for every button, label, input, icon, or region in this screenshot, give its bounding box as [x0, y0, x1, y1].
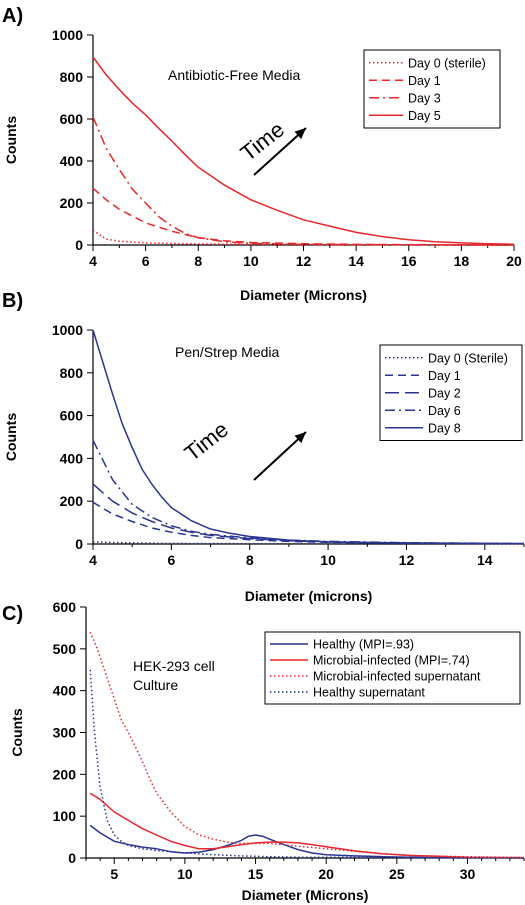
x-tick-label: 14: [477, 552, 493, 568]
x-tick-label: 18: [454, 253, 470, 269]
x-tick-label: 6: [167, 552, 175, 568]
legend-label: Day 5: [408, 109, 441, 123]
y-tick-label: 0: [75, 237, 83, 253]
x-tick-label: 10: [243, 253, 259, 269]
panel-label: B): [2, 290, 23, 312]
x-tick-label: 10: [320, 552, 336, 568]
series-line: [92, 116, 514, 246]
legend-label: Day 8: [428, 421, 461, 435]
legend-box: [379, 344, 523, 441]
chart-panel-a: 4 6 8 10 12 14 16 18 2002004006008001000Diameter…: [2, 5, 522, 303]
plot-annotation: Antibiotic-Free Media: [168, 67, 300, 83]
x-tick-label: 8: [194, 253, 202, 269]
y-tick-label: 0: [68, 850, 76, 866]
y-tick-label: 200: [60, 195, 84, 211]
time-arrow-label: Time: [236, 117, 289, 166]
legend-label: Microbial-infected supernatant: [313, 670, 481, 684]
series-line: [92, 56, 515, 245]
x-tick-label: 25: [389, 866, 405, 882]
legend-label: Day 0 (sterile): [408, 56, 486, 70]
legend-label: Healthy supernatant: [313, 686, 425, 700]
time-arrow-head: [294, 128, 306, 140]
plot-annotation: Pen/Strep Media: [175, 344, 279, 360]
time-arrow-shaft: [253, 431, 307, 481]
x-axis-label: Diameter (Microns): [240, 287, 367, 303]
y-tick-label: 400: [53, 683, 77, 699]
y-tick-label: 300: [53, 725, 77, 741]
y-axis-label: Counts: [3, 413, 19, 461]
x-tick-label: 20: [318, 866, 334, 882]
series-line: [92, 541, 524, 545]
x-tick-label: 12: [296, 253, 312, 269]
legend-label: Day 0 (Sterile): [428, 351, 508, 365]
legend: Day 0 (sterile) Day 1 Day 3 Day 5: [363, 49, 501, 129]
x-axis-label: Diameter (microns): [245, 588, 373, 604]
y-tick-label: 400: [60, 153, 84, 169]
x-tick-label: 15: [248, 866, 264, 882]
series-line: [89, 669, 524, 859]
plot-annotation: Culture: [133, 677, 178, 693]
legend-label: Day 3: [408, 91, 441, 105]
x-tick-label: 4: [89, 253, 97, 269]
x-tick-label: 14: [348, 253, 364, 269]
y-tick-label: 1000: [52, 27, 83, 43]
y-tick-label: 800: [60, 365, 84, 381]
y-tick-label: 600: [60, 111, 84, 127]
x-tick-label: 5: [110, 866, 118, 882]
time-arrow-label: Time: [180, 417, 233, 466]
x-tick-label: 8: [246, 552, 254, 568]
y-tick-label: 500: [53, 641, 77, 657]
legend-label: Microbial-infected (MPI=.74): [313, 654, 470, 668]
legend-label: Day 6: [428, 404, 461, 418]
panel-label: A): [2, 5, 23, 27]
series-line: [92, 329, 524, 545]
series-line: [92, 187, 515, 246]
series-line: [92, 501, 525, 545]
legend: Healthy (MPI=.93) Microbial-infected (MPI…: [264, 631, 521, 705]
legend-label: Day 1: [408, 74, 441, 88]
legend-label: Healthy (MPI=.93): [313, 638, 414, 652]
y-tick-label: 200: [53, 766, 77, 782]
series-line: [89, 824, 525, 859]
chart-panel-b: 4 6 8 10 12 14 0 200 400 600 800 1000 Diameter (micr…: [2, 290, 525, 604]
plot-annotation: HEK-293 cell: [133, 658, 215, 674]
y-tick-label: 600: [53, 599, 77, 615]
x-tick-label: 10: [177, 866, 193, 882]
y-tick-label: 600: [60, 408, 84, 424]
y-tick-label: 200: [60, 493, 84, 509]
y-axis-label: Counts: [3, 116, 19, 164]
y-tick-label: 400: [60, 450, 84, 466]
y-tick-label: 100: [53, 808, 77, 824]
legend-label: Day 2: [428, 386, 461, 400]
panel-label: C): [2, 603, 23, 625]
series-line: [89, 631, 525, 859]
x-tick-label: 4: [89, 552, 97, 568]
legend-label: Day 1: [428, 369, 461, 383]
x-tick-label: 30: [460, 866, 476, 882]
x-axis-label: Diameter (Microns): [242, 887, 369, 903]
x-tick-label: 12: [399, 552, 415, 568]
y-tick-label: 0: [75, 536, 83, 552]
series-line: [92, 483, 525, 545]
time-arrow-head: [294, 432, 306, 444]
y-axis-label: Counts: [9, 708, 25, 756]
y-tick-label: 800: [60, 69, 84, 85]
y-tick-label: 1000: [52, 322, 83, 338]
legend: Day 0 (Sterile) Day 1 Day 2 Day 6 Day 8: [379, 344, 523, 441]
time-arrow-shaft: [253, 127, 307, 176]
x-tick-label: 20: [506, 253, 522, 269]
x-tick-label: 16: [401, 253, 417, 269]
x-tick-label: 6: [142, 253, 150, 269]
